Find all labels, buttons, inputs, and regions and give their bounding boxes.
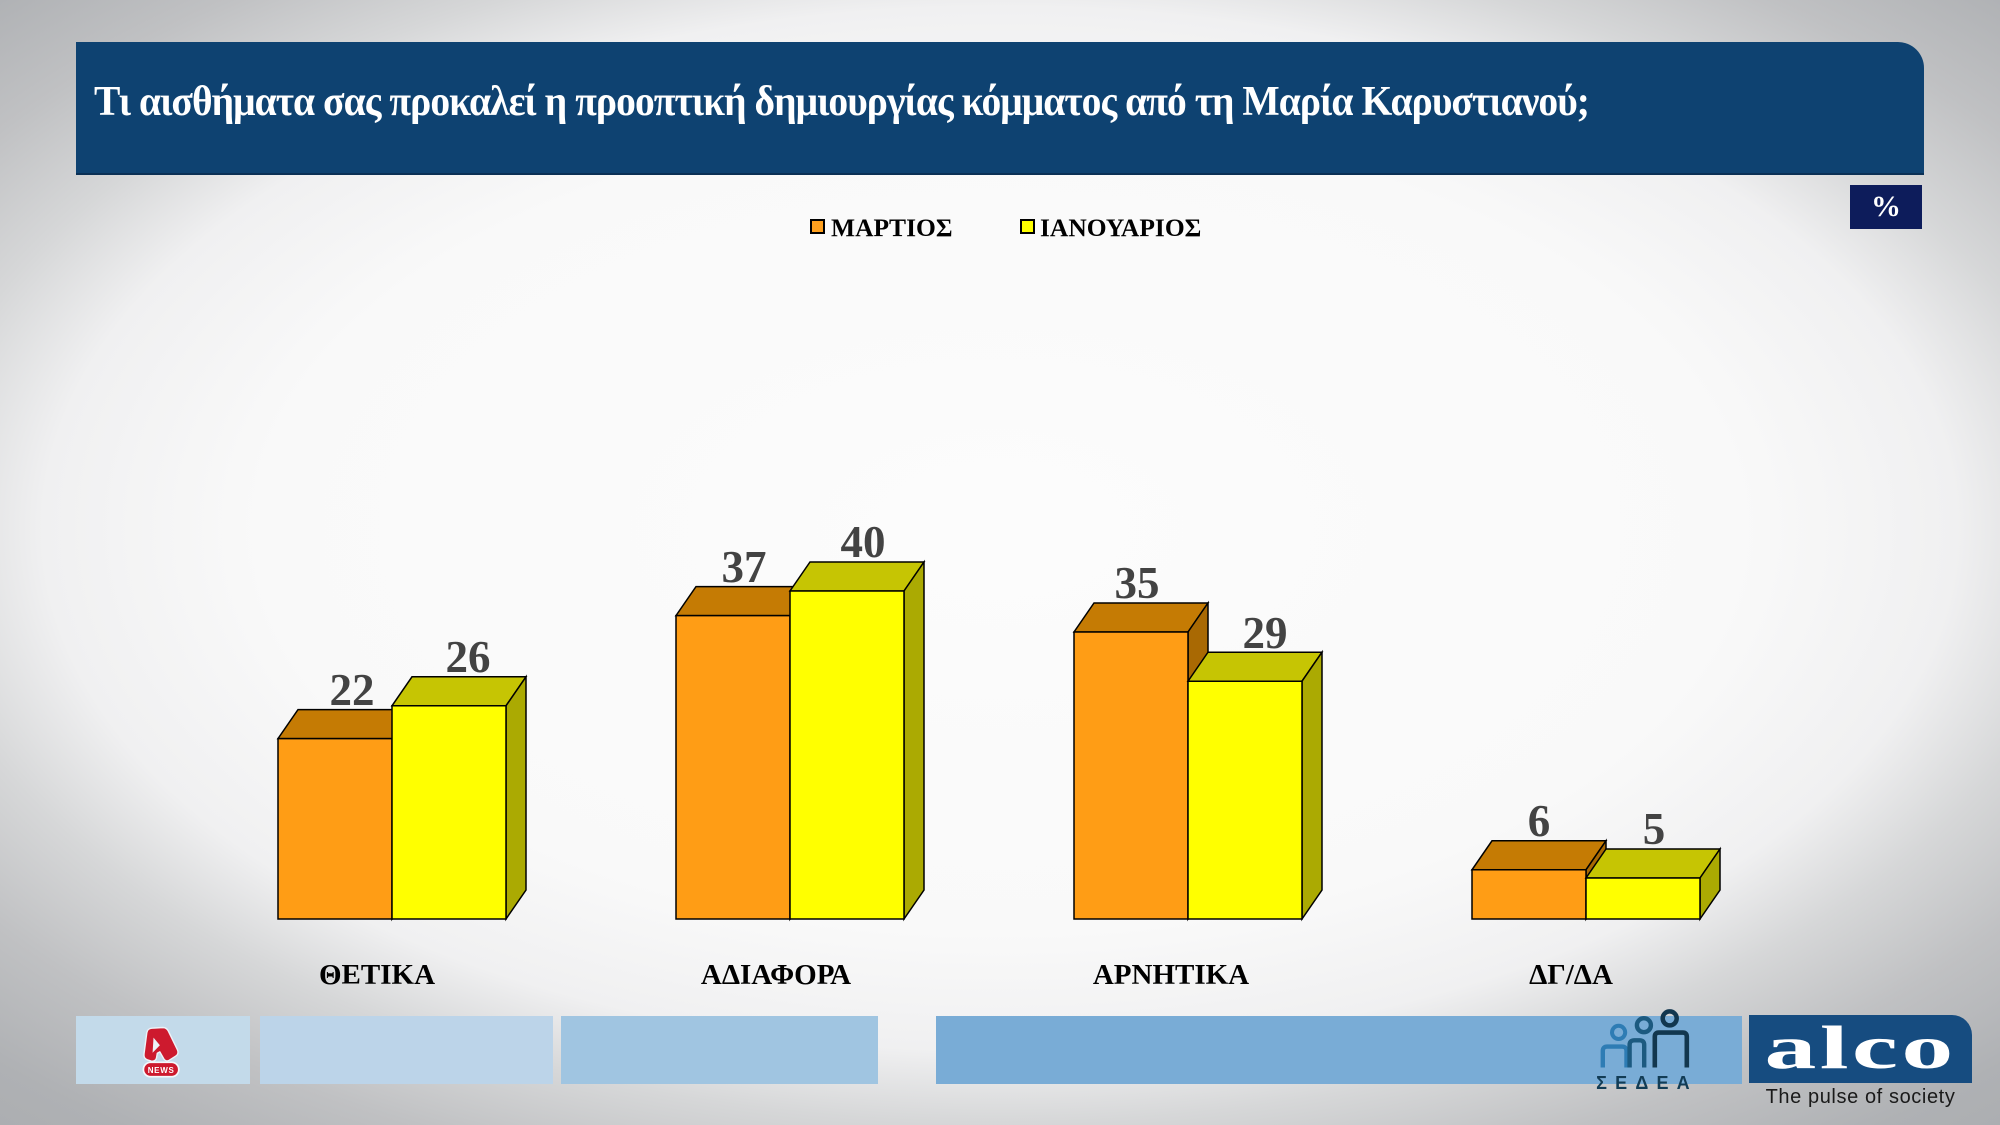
svg-text:NEWS: NEWS [148, 1066, 175, 1075]
